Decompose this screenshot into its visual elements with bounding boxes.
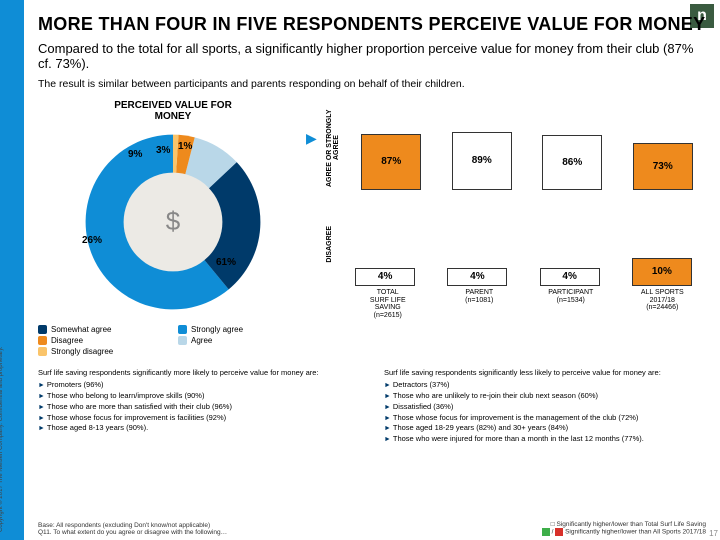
bar-cell: 4% — [540, 268, 600, 286]
legend-item: Somewhat agree — [38, 325, 168, 334]
donut-legend: Somewhat agree Strongly agree Disagree Agre… — [38, 325, 308, 356]
bar-col: 87% — [348, 134, 435, 190]
legend-item: Disagree — [38, 336, 168, 345]
donut-slice-label: 26% — [82, 235, 102, 246]
notes-less-list: Detractors (37%)Those who are unlikely t… — [384, 380, 706, 445]
list-item: Those whose focus for improvement is the… — [384, 413, 706, 424]
legend-item: Agree — [178, 336, 308, 345]
bar-col: 4% — [433, 268, 521, 286]
subtitle-2: The result is similar between participan… — [38, 78, 706, 90]
donut-slice-label: 61% — [216, 257, 236, 268]
sig-lower-icon — [555, 528, 563, 536]
bar-cell: 4% — [355, 268, 415, 286]
page-number: 17 — [709, 529, 718, 538]
donut-center-icon: $ — [141, 190, 205, 254]
subtitle-1: Compared to the total for all sports, a … — [38, 41, 706, 72]
list-item: Dissatisfied (36%) — [384, 402, 706, 413]
footer: Base: All respondents (excluding Don't k… — [38, 522, 706, 536]
disagree-axis-label: DISAGREE — [326, 226, 333, 263]
donut-slice-label: 3% — [156, 145, 170, 156]
bar-category-label: PARENT(n=1081) — [465, 289, 493, 315]
legend-item: Strongly disagree — [38, 347, 168, 356]
bar-category-label: TOTALSURF LIFESAVING(n=2615) — [370, 289, 406, 315]
list-item: Promoters (96%) — [38, 380, 360, 391]
bar-cell: 87% — [361, 134, 421, 190]
page-title: MORE THAN FOUR IN FIVE RESPONDENTS PERCE… — [38, 14, 706, 35]
footer-sig-l1: □ Significantly higher/lower than Total … — [542, 521, 706, 528]
bar-col: 73% — [620, 143, 707, 190]
bar-category-label: PARTICIPANT(n=1534) — [548, 289, 593, 315]
bar-category-label: ALL SPORTS2017/18(n=24466) — [641, 289, 684, 315]
notes-less-head: Surf life saving respondents significant… — [384, 368, 706, 377]
disagree-row: DISAGREE 4% 4% 4% 10% — [326, 202, 706, 286]
bar-col: 10% — [618, 258, 706, 286]
donut-slice-label: 9% — [128, 149, 142, 160]
notes-section: Surf life saving respondents significant… — [38, 368, 706, 445]
list-item: Those who were injured for more than a m… — [384, 434, 706, 445]
copyright-label: Copyright © 2017 The Nielsen Company. Co… — [0, 346, 4, 532]
agree-axis-label: AGREE OR STRONGLY AGREE — [326, 106, 340, 190]
bar-cell: 10% — [632, 258, 692, 286]
bar-col: 89% — [439, 132, 526, 190]
list-item: Detractors (37%) — [384, 380, 706, 391]
donut-title-l1: PERCEIVED VALUE FOR — [114, 100, 232, 111]
bar-col: 4% — [341, 268, 429, 286]
notes-more-head: Surf life saving respondents significant… — [38, 368, 360, 377]
bar-cell: 4% — [447, 268, 507, 286]
category-row: TOTALSURF LIFESAVING(n=2615) PARENT(n=108… — [344, 286, 706, 315]
agree-row: AGREE OR STRONGLY AGREE 87% 89% 86% 73% — [326, 106, 706, 190]
bar-col: 86% — [529, 135, 616, 190]
list-item: Those who are more than satisfied with t… — [38, 402, 360, 413]
bar-cell: 89% — [452, 132, 512, 190]
notes-more-list: Promoters (96%)Those who belong to learn… — [38, 380, 360, 434]
list-item: Those who belong to learn/improve skills… — [38, 391, 360, 402]
donut-title-l2: MONEY — [155, 111, 192, 122]
bar-cell: 73% — [633, 143, 693, 190]
list-item: Those whose focus for improvement is fac… — [38, 413, 360, 424]
footer-sig-l2: Significantly higher/lower than All Spor… — [565, 529, 706, 536]
bar-charts: ▶ AGREE OR STRONGLY AGREE 87%89%86%73% D… — [326, 100, 706, 356]
list-item: Those who are unlikely to re-join their … — [384, 391, 706, 402]
list-item: Those aged 8-13 years (90%). — [38, 423, 360, 434]
donut-chart: PERCEIVED VALUE FOR MONEY $ 61% 26% 9% 3% 1%… — [38, 100, 308, 356]
bar-col: 4% — [526, 268, 614, 286]
bar-cell: 86% — [542, 135, 602, 190]
sig-higher-icon — [542, 528, 550, 536]
play-icon: ▶ — [306, 130, 317, 147]
legend-item: Strongly agree — [178, 325, 308, 334]
list-item: Those aged 18-29 years (82%) and 30+ yea… — [384, 423, 706, 434]
donut-slice-label: 1% — [178, 141, 192, 152]
